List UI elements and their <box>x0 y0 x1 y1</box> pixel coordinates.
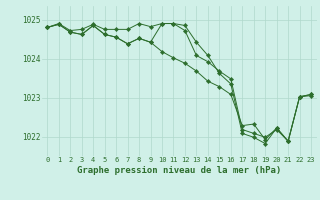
X-axis label: Graphe pression niveau de la mer (hPa): Graphe pression niveau de la mer (hPa) <box>77 166 281 175</box>
